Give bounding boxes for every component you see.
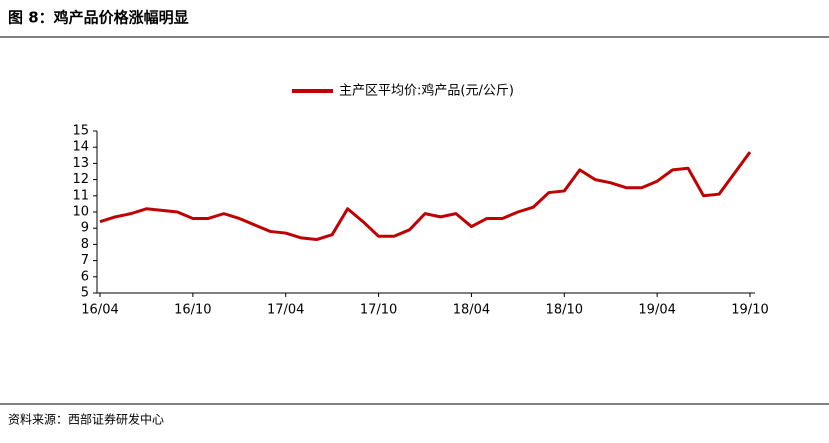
x-tick-label: 19/10 [731, 303, 768, 318]
x-tick-label: 17/10 [360, 303, 397, 318]
y-tick-label: 12 [72, 172, 89, 187]
x-tick-label: 19/04 [638, 303, 675, 318]
y-tick-label: 10 [72, 205, 89, 220]
line-series [99, 151, 752, 242]
x-tick-label: 18/10 [546, 303, 583, 318]
y-tick-label: 8 [81, 237, 89, 252]
y-tick-label: 15 [72, 124, 89, 139]
y-tick-label: 5 [81, 286, 89, 301]
y-tick-label: 9 [81, 221, 89, 236]
chart-title: 图 8：鸡产品价格涨幅明显 [8, 9, 189, 27]
x-tick-label: 16/10 [174, 303, 211, 318]
legend-label: 主产区平均价:鸡产品(元/公斤) [339, 83, 514, 99]
x-tick-label: 17/04 [267, 303, 304, 318]
y-tick-label: 6 [81, 269, 89, 284]
y-tick-label: 14 [72, 140, 89, 155]
x-tick-label: 18/04 [453, 303, 490, 318]
source: 资料来源：西部证券研发中心 [8, 412, 164, 427]
x-tick-label: 16/04 [81, 303, 118, 318]
y-tick-label: 7 [81, 253, 89, 268]
y-tick-label: 11 [72, 188, 89, 203]
y-tick-label: 13 [72, 156, 89, 171]
